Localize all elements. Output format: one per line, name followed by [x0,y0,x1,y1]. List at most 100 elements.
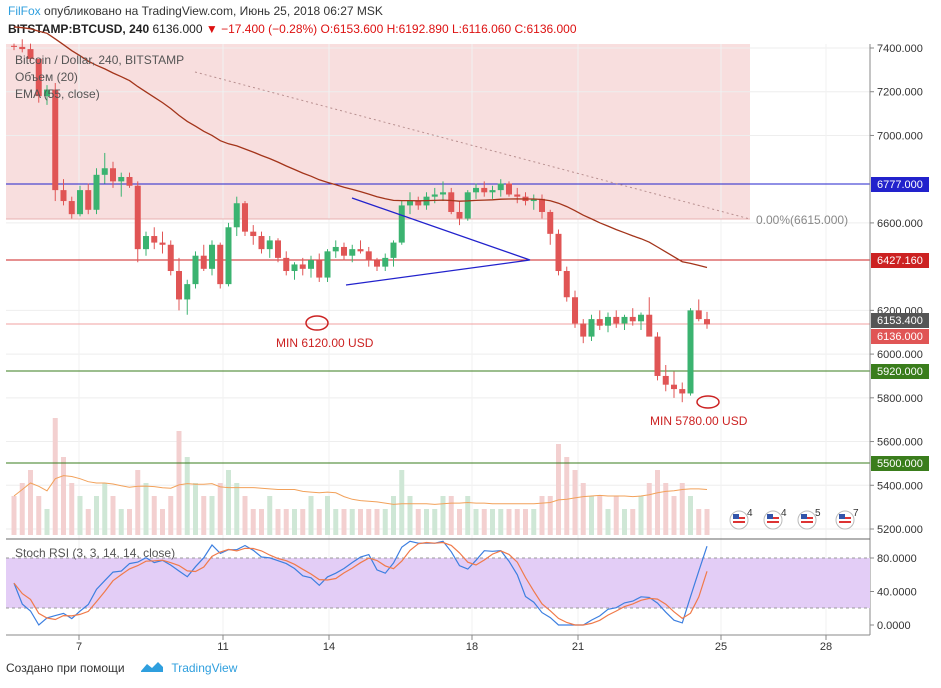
ema-line [13,26,708,269]
volume-bar [250,509,256,535]
volume-bar [498,509,504,535]
candle-body [242,203,248,232]
legend-title: Bitcoin / Dollar, 240, BITSTAMP [15,53,184,67]
price-tick-label: 5800.000 [877,393,923,405]
flag-stripe [733,521,745,523]
author-link[interactable]: FilFox [8,4,41,18]
label-5500-bg [871,456,929,471]
candle-body [118,176,125,182]
candle-body [151,236,158,243]
label-6136: 6136.000 [877,331,923,343]
candle-body [176,271,182,300]
price-tick-label: 5600.000 [877,437,923,449]
volume-bars [11,418,710,535]
economic-events[interactable]: 4 4 5 7 [729,508,859,530]
footer-made-with: Создано при помощи [6,661,125,675]
volume-bar [259,509,264,535]
time-axis-ticks: 7 11 14 18 21 25 28 [76,635,832,653]
candle-body [547,211,554,234]
candle-body [77,190,83,215]
time-tick-label: 28 [820,641,832,653]
volume-bar [52,418,58,535]
footer-brand-link[interactable]: TradingView [171,661,238,675]
volume-bar [465,496,471,535]
candle-body [390,242,397,258]
triangle-pattern[interactable] [345,197,531,286]
candle-body [629,316,636,322]
grid-horizontal [6,47,870,530]
time-tick-label: 7 [76,641,82,653]
fib-label: 0.00%(6615.000) [756,213,848,227]
footer: Создано при помощи TradingView [6,661,237,675]
candle-body [497,183,504,191]
candle-body [506,183,512,195]
candle-body [258,236,265,250]
flag-canton [733,514,739,519]
flag-canton [767,514,773,519]
candle-body [209,244,215,269]
candle-body [440,192,446,195]
volume-bar [36,496,42,535]
volume-bar [11,496,17,535]
us-flag-event-icon[interactable] [729,510,749,530]
candle-body [44,89,50,97]
volume-bar [308,496,314,535]
candle-body [613,316,620,324]
time-tick-label: 25 [715,641,727,653]
candle-body [464,192,471,219]
volume-bar [201,496,207,535]
volume-bar [382,509,388,535]
volume-bar [490,509,495,535]
label-5920: 5920.000 [877,366,923,378]
candle-body [580,323,587,337]
candle-body [275,240,281,258]
volume-bar [341,509,347,535]
label-6777-bg [871,177,929,192]
us-flag-event-icon[interactable] [763,510,783,530]
candle-body [266,240,273,250]
volume-bar [622,509,627,535]
volume-bar [391,496,396,535]
volume-bar [176,431,182,535]
tradingview-logo-icon[interactable] [140,659,164,675]
candle-body [291,264,298,272]
volume-bar [432,509,438,535]
volume-bar [61,457,66,535]
candle-body [68,201,75,215]
volume-bar [523,509,528,535]
us-flag-event-icon[interactable] [797,510,817,530]
candle-body [225,227,232,285]
volume-bar [151,496,157,535]
min1-circle[interactable] [305,315,329,331]
stoch-zone [6,558,870,608]
candle-body [539,198,545,212]
candle-body [110,168,116,182]
candle-body [126,176,133,186]
price-chart[interactable]: MIN 6120.00 USD MIN 5780.00 USD 0.00%(66… [0,0,941,655]
volume-bar [300,509,306,535]
volume-bar [613,496,619,535]
candle-body [514,194,521,197]
volume-bar [275,509,281,535]
candle-body [167,244,174,272]
volume-bar [226,470,231,535]
label-5920-bg [871,364,929,379]
candle-body [27,49,34,59]
candle-body [662,375,669,385]
volume-bar [679,483,685,535]
publish-info: опубликовано на TradingView.com, Июнь 25… [44,4,383,18]
volume-bar [688,496,693,535]
volume-bar [135,470,141,535]
volume-bar [110,496,116,535]
min2-circle[interactable] [696,395,720,409]
volume-bar [655,470,660,535]
candle-body [448,192,455,212]
candle-body [382,257,389,267]
volume-bar [77,496,83,535]
candle-body [250,231,257,237]
trend-line-dotted[interactable] [194,71,751,220]
candles [11,39,710,403]
volume-ma-line [13,475,708,505]
event-count: 5 [815,508,821,519]
us-flag-event-icon[interactable] [835,510,855,530]
